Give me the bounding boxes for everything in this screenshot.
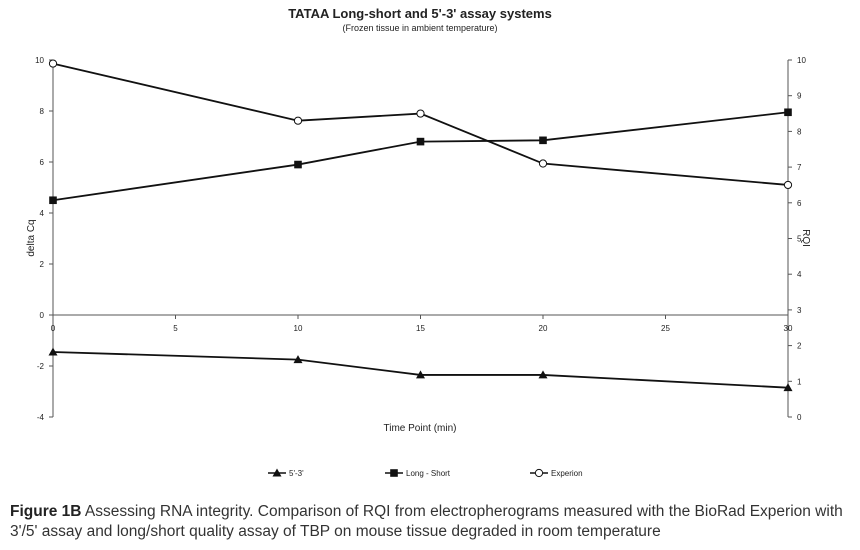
y-tick-label: 10 <box>35 56 44 65</box>
series-layer <box>48 59 793 392</box>
y2-tick-label: 10 <box>797 56 806 65</box>
square-marker <box>784 108 792 117</box>
legend-label: Experion <box>551 469 583 478</box>
square-marker <box>390 469 398 477</box>
caption-text: Assessing RNA integrity. Comparison of R… <box>10 503 843 540</box>
chart-subtitle: (Frozen tissue in ambient temperature) <box>342 23 497 33</box>
axes <box>49 59 792 418</box>
square-marker <box>49 196 57 205</box>
square-marker <box>416 137 425 146</box>
legend-item: Long - Short <box>385 469 451 478</box>
circle-marker <box>48 59 58 68</box>
y2-tick-label: 0 <box>797 413 802 422</box>
x-axis-label: Time Point (min) <box>384 423 457 434</box>
y-axis-label: delta Cq <box>26 219 37 256</box>
x-tick-label: 0 <box>51 324 56 333</box>
figure-caption: Figure 1B Assessing RNA integrity. Compa… <box>10 502 855 542</box>
y-tick-label: -2 <box>37 362 45 371</box>
circle-marker <box>538 159 548 168</box>
y2-tick-label: 2 <box>797 342 802 351</box>
series-long-short <box>49 108 792 205</box>
y2-tick-label: 7 <box>797 163 802 172</box>
y-tick-label: 6 <box>40 158 45 167</box>
legend-item: 5'-3' <box>268 468 304 478</box>
tick-labels: -4 -2 0 2 4 6 8 10 0 1 2 3 4 5 6 7 8 9 10 0 5 10 15 20 25 30 <box>35 56 806 422</box>
triangle-marker <box>272 468 282 477</box>
x-tick-label: 30 <box>784 324 793 333</box>
y2-axis-label: RQI <box>800 229 811 247</box>
x-tick-label: 20 <box>539 324 548 333</box>
series-line <box>52 111 789 202</box>
legend-item: Experion <box>530 468 583 478</box>
y2-tick-label: 8 <box>797 127 802 136</box>
triangle-marker <box>538 370 548 379</box>
line-chart: TATAA Long-short and 5'-3' assay systems… <box>26 6 811 478</box>
x-tick-label: 5 <box>173 324 178 333</box>
chart-title: TATAA Long-short and 5'-3' assay systems <box>288 6 552 21</box>
y-tick-label: 4 <box>40 209 45 218</box>
legend-label: 5'-3' <box>289 469 304 478</box>
y2-tick-label: 1 <box>797 377 802 386</box>
triangle-marker <box>293 355 303 364</box>
triangle-marker <box>48 347 58 356</box>
triangle-marker <box>783 383 793 392</box>
square-marker <box>539 136 547 145</box>
y-tick-label: 8 <box>40 107 45 116</box>
square-marker <box>294 160 302 169</box>
y2-tick-label: 6 <box>797 199 802 208</box>
circle-marker <box>783 180 793 190</box>
caption-label: Figure 1B <box>10 503 82 520</box>
y2-tick-label: 4 <box>797 270 802 279</box>
y2-tick-label: 9 <box>797 92 802 101</box>
x-tick-label: 10 <box>294 324 303 333</box>
y-tick-label: 0 <box>40 311 45 320</box>
y2-tick-label: 5 <box>797 235 802 244</box>
circle-marker <box>534 468 544 478</box>
series-experion <box>48 59 793 190</box>
y-tick-label: 2 <box>40 260 45 269</box>
legend: 5'-3' Long - Short Experion <box>268 468 583 478</box>
y-tick-label: -4 <box>37 413 45 422</box>
series-line <box>52 351 789 389</box>
y2-tick-label: 3 <box>797 306 802 315</box>
legend-label: Long - Short <box>406 469 451 478</box>
circle-marker <box>293 116 303 125</box>
series-5-3 <box>48 347 793 392</box>
circle-marker <box>416 109 425 118</box>
x-tick-label: 15 <box>416 324 425 333</box>
triangle-marker <box>416 370 425 379</box>
x-tick-label: 25 <box>661 324 670 333</box>
